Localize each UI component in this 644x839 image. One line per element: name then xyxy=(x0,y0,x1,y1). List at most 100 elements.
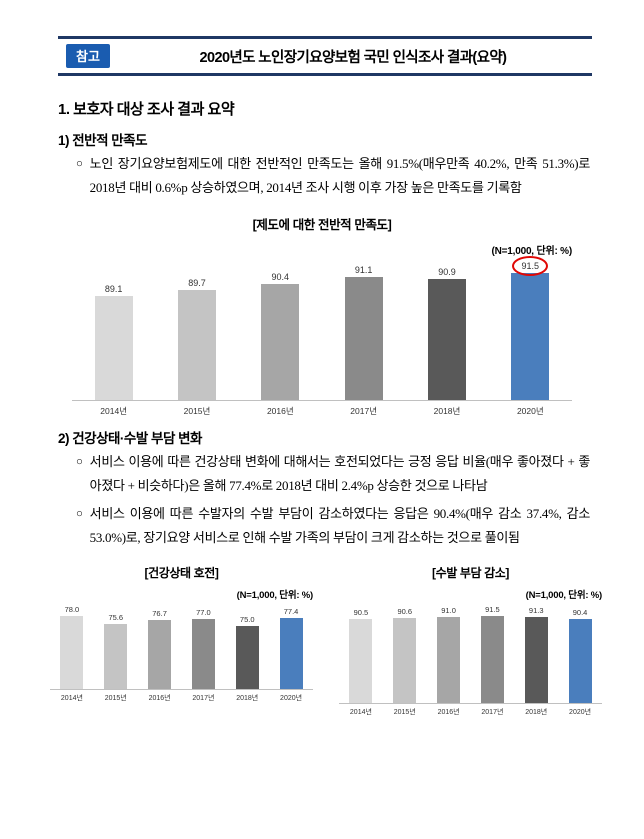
bar xyxy=(235,626,259,690)
bar-category-label: 2015년 xyxy=(393,709,416,717)
bullet-marker: ○ xyxy=(76,158,83,170)
bar-item-2020년: 77.4 xyxy=(269,607,313,690)
bar-category-label: 2017년 xyxy=(481,709,504,717)
bar-value-label: 76.7 xyxy=(152,609,167,619)
bar-item-2017년: 77.0 xyxy=(181,608,225,690)
chart-category-axis: 2014년 2015년 2016년 2017년 2018년 2020년 xyxy=(339,704,602,717)
bar-value-label: 89.1 xyxy=(104,284,123,295)
bar-value-label: 91.3 xyxy=(528,606,544,616)
bar xyxy=(437,617,461,704)
bar-chart: 89.1 89.7 90.4 91.1 90.9 91.5 2014년 2015년 2016년… xyxy=(72,256,572,417)
bar-category-label: 2016년 xyxy=(437,709,460,717)
bar-value-label: 91.1 xyxy=(354,265,373,276)
bar-category-label: 2018년 xyxy=(525,709,548,717)
bar-item-2018년: 75.0 xyxy=(225,615,269,690)
bar-value-label: 78.0 xyxy=(64,605,80,615)
bar-item-2020년: 90.4 xyxy=(558,608,602,704)
bar-value-label: 77.4 xyxy=(283,607,299,617)
chart-title: [수발 부담 감소] xyxy=(432,566,509,581)
bar-item-2014년: 78.0 xyxy=(50,605,94,690)
bar-chart: 90.5 90.6 91.0 91.5 91.3 90.4 2014년 2015년 2016년… xyxy=(339,605,602,717)
bar-item-2016년: 91.0 xyxy=(427,606,471,704)
bar-item-2018년: 91.3 xyxy=(514,606,558,704)
reference-badge: 참고 xyxy=(66,44,110,68)
bar-category-label: 2016년 xyxy=(266,406,294,417)
bar-item-2015년: 89.7 xyxy=(155,278,238,401)
bar-item-2015년: 75.6 xyxy=(94,613,138,690)
chart-note: (N=1,000, 단위: %) xyxy=(491,246,572,258)
bullet-item: ○ 서비스 이용에 따른 건강상태 변화에 대해서는 호전되었다는 긍정 응답 … xyxy=(76,450,590,498)
bar-chart: 78.0 75.6 76.7 77.0 75.0 77.4 2014년 2015년 2016년… xyxy=(50,605,313,703)
bar-category-label: 2020년 xyxy=(516,406,544,417)
bar xyxy=(148,620,172,690)
bar-item-2015년: 90.6 xyxy=(383,607,427,704)
bar xyxy=(427,279,466,401)
bar-category-label: 2014년 xyxy=(100,406,128,417)
bullet-text: 노인 장기요양보험제도에 대한 전반적인 만족도는 올해 91.5%(매우만족 … xyxy=(89,156,591,196)
reference-header: 참고 2020년도 노인장기요양보험 국민 인식조사 결과(요약) xyxy=(58,36,592,76)
bar xyxy=(94,296,133,401)
bullet-text: 서비스 이용에 따른 수발자의 수발 부담이 감소하였다는 응답은 90.4%(… xyxy=(89,506,591,546)
bar xyxy=(480,616,504,704)
bullet-item: ○ 서비스 이용에 따른 수발자의 수발 부담이 감소하였다는 응답은 90.4… xyxy=(76,502,590,550)
bar-value-label: 89.7 xyxy=(188,278,206,289)
bar-item-2020년: 91.5 xyxy=(489,256,572,401)
bar-value-label: 90.6 xyxy=(397,607,413,617)
bar-item-2014년: 89.1 xyxy=(72,284,155,401)
bar-item-2016년: 76.7 xyxy=(138,609,182,690)
bar xyxy=(349,619,373,704)
bar-item-2018년: 90.9 xyxy=(405,267,488,401)
bar-value-label: 91.5 xyxy=(512,256,549,277)
health-improvement-chart-block: [건강상태 호전] (N=1,000, 단위: %) 78.0 75.6 76.7 7… xyxy=(50,564,313,717)
chart-category-axis: 2014년 2015년 2016년 2017년 2018년 2020년 xyxy=(72,401,572,417)
bar-item-2016년: 90.4 xyxy=(239,272,322,401)
bar xyxy=(393,618,417,704)
care-burden-reduction-chart-block: [수발 부담 감소] (N=1,000, 단위: %) 90.5 90.6 91.0… xyxy=(339,564,602,717)
chart-bars: 89.1 89.7 90.4 91.1 90.9 91.5 xyxy=(72,256,572,402)
bullet-marker: ○ xyxy=(76,508,83,521)
bullet-marker: ○ xyxy=(76,456,83,469)
subsection-1-1-heading: 1) 전반적 만족도 xyxy=(58,133,148,148)
subsection-1-2-heading: 2) 건강상태·수발 부담 변화 xyxy=(58,431,202,447)
chart-category-axis: 2014년 2015년 2016년 2017년 2018년 2020년 xyxy=(50,690,313,703)
bar-category-label: 2020년 xyxy=(280,695,303,703)
bar xyxy=(60,616,84,690)
bar-category-label: 2020년 xyxy=(569,709,592,717)
bar-value-label: 90.5 xyxy=(353,608,369,618)
bar-category-label: 2018년 xyxy=(236,695,259,703)
chart-bars: 78.0 75.6 76.7 77.0 75.0 77.4 xyxy=(50,605,313,691)
bar-value-label: 90.9 xyxy=(438,267,456,278)
chart-note: (N=1,000, 단위: %) xyxy=(525,590,603,602)
chart-note: (N=1,000, 단위: %) xyxy=(236,590,314,602)
bar xyxy=(344,277,383,401)
bar-value-label: 90.4 xyxy=(572,608,588,618)
chart-title: [제도에 대한 전반적 만족도] xyxy=(252,218,392,233)
bar-value-label: 91.0 xyxy=(441,606,456,616)
bar-category-label: 2015년 xyxy=(104,695,127,703)
bar xyxy=(511,273,550,401)
bar xyxy=(177,290,216,401)
bar-value-label: 75.6 xyxy=(108,613,124,623)
bar-value-label: 90.4 xyxy=(271,272,290,283)
bar-category-label: 2014년 xyxy=(60,695,83,703)
chart-title: [건강상태 호전] xyxy=(144,566,219,581)
bar-category-label: 2017년 xyxy=(192,695,215,703)
bullet-item: ○ 노인 장기요양보험제도에 대한 전반적인 만족도는 올해 91.5%(매우만… xyxy=(76,152,590,200)
bar-category-label: 2016년 xyxy=(148,695,171,703)
document-title: 2020년도 노인장기요양보험 국민 인식조사 결과(요약) xyxy=(199,49,507,66)
bar-category-label: 2018년 xyxy=(433,406,461,417)
chart-bars: 90.5 90.6 91.0 91.5 91.3 90.4 xyxy=(339,605,602,705)
bar xyxy=(261,284,300,401)
bar-category-label: 2014년 xyxy=(349,709,372,717)
bar-item-2017년: 91.5 xyxy=(470,605,514,704)
section-1-heading: 1. 보호자 대상 조사 결과 요약 xyxy=(58,101,235,118)
bar-item-2017년: 91.1 xyxy=(322,265,405,401)
bar-category-label: 2015년 xyxy=(183,406,211,417)
bar-value-label: 91.5 xyxy=(485,605,500,615)
bar-category-label: 2017년 xyxy=(350,406,378,417)
overall-satisfaction-chart-block: [제도에 대한 전반적 만족도] (N=1,000, 단위: %) 89.1 89… xyxy=(72,214,572,417)
bar-value-label: 75.0 xyxy=(239,615,255,625)
bar xyxy=(524,617,548,704)
bar-item-2014년: 90.5 xyxy=(339,608,383,704)
